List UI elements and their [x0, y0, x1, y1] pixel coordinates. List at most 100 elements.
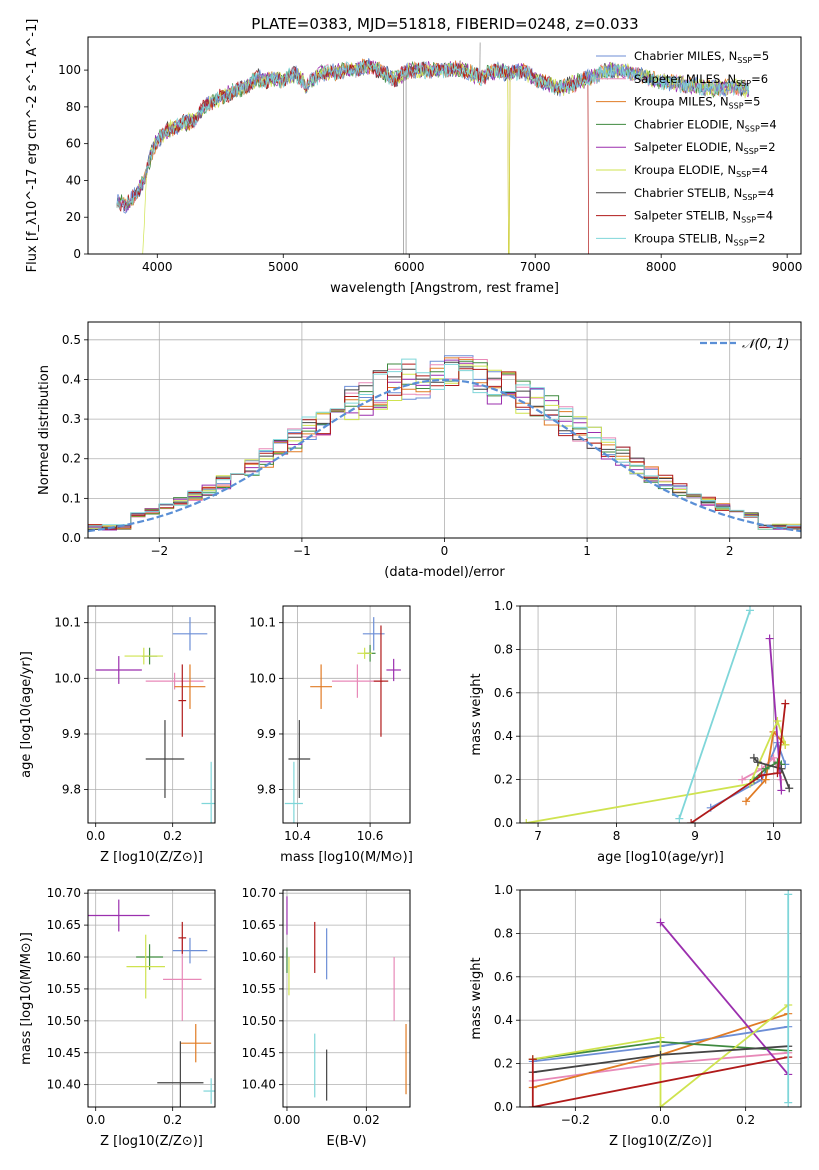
y-tick-label: 10.70 — [47, 886, 81, 900]
y-axis-label: mass weight — [469, 673, 484, 755]
panel-2: −2 −1 0 1 2 0.0 0.1 0.2 0.3 0.4 0.5 (data-model)/er… — [37, 321, 802, 580]
x-axis-label: Z [log10(Z/Z⊙)] — [100, 850, 203, 865]
y-tick-label: 0.0 — [62, 531, 81, 545]
y-tick-label: 0.5 — [62, 333, 81, 347]
legend-entry: Chabrier MILES, NSSP=5 — [634, 49, 769, 65]
panel-3: 0.0 0.2 9.8 9.9 10.0 10.1 Z [log10(Z/Z⊙)] age [… — [19, 605, 216, 865]
y-tick-label: 10.1 — [249, 616, 276, 630]
axes-frame — [282, 605, 411, 824]
errorbar-salpeter-stelib — [178, 664, 187, 737]
data-marker — [522, 819, 531, 823]
x-tick-label: 0 — [441, 544, 449, 558]
errorbar-kroupa-elodie — [124, 647, 164, 665]
data-marker — [687, 819, 696, 823]
plot-area — [95, 617, 215, 823]
x-axis-label: Z [log10(Z/Z⊙)] — [100, 1134, 203, 1149]
y-tick-label: 0.0 — [494, 1100, 513, 1114]
legend-entry: Salpeter MILES, NSSP=6 — [634, 72, 768, 88]
plot-area — [286, 896, 407, 1101]
data-marker — [528, 1103, 537, 1107]
data-marker — [656, 918, 665, 927]
y-tick-label: 0.2 — [494, 1057, 513, 1071]
x-tick-label: 10.6 — [357, 829, 384, 843]
x-tick-label: 0.2 — [163, 1113, 182, 1127]
y-tick-label: 10.45 — [242, 1046, 276, 1060]
normal-curve — [88, 378, 801, 533]
x-tick-label: 0.2 — [736, 1113, 755, 1127]
x-tick-label: 1 — [583, 544, 591, 558]
legend-entry: Salpeter ELODIE, NSSP=2 — [634, 140, 776, 156]
y-tick-label: 10.0 — [249, 671, 276, 685]
legend: Chabrier MILES, NSSP=5 Salpeter MILES, NS… — [596, 49, 777, 247]
y-tick-label: 10.60 — [47, 950, 81, 964]
errorbar-kroupa-stelib — [284, 761, 303, 823]
y-axis-label: mass weight — [469, 957, 484, 1039]
data-marker — [781, 740, 790, 749]
errorbar-chabrier-elodie — [136, 944, 164, 970]
plot-area — [116, 42, 750, 254]
x-tick-label: 6000 — [394, 260, 425, 274]
legend-entry: Chabrier ELODIE, NSSP=4 — [634, 117, 777, 133]
data-marker — [528, 1055, 537, 1064]
data-marker — [777, 786, 786, 795]
x-axis-label: age [log10(age/yr)] — [597, 850, 724, 865]
axes-frame — [87, 605, 216, 824]
x-tick-label: 10.4 — [284, 829, 311, 843]
panel-1: 4000 5000 6000 7000 8000 9000 0 20 40 60 80 100 wave… — [25, 19, 802, 296]
data-marker — [656, 1050, 665, 1059]
x-axis-label: (data-model)/error — [384, 565, 505, 580]
errorbar-chabrier-miles — [172, 937, 208, 964]
axes-frame — [87, 321, 802, 539]
plot-area — [522, 606, 794, 823]
y-tick-label: 10.1 — [54, 616, 81, 630]
y-tick-label: 10.50 — [242, 1014, 276, 1028]
x-axis-label: wavelength [Angstrom, rest frame] — [330, 281, 559, 296]
y-tick-label: 0.8 — [494, 926, 513, 940]
data-marker — [785, 784, 794, 793]
weight-series-kroupa-elodie — [522, 717, 790, 823]
legend-entry: Salpeter STELIB, NSSP=4 — [634, 209, 773, 225]
x-tick-label: 10 — [766, 829, 781, 843]
errorbar-salpeter-elodie — [95, 656, 142, 684]
x-tick-label: 0.0 — [86, 1113, 105, 1127]
errorbar-chabrier-stelib — [157, 1041, 204, 1107]
histogram-kroupa-stelib — [88, 358, 801, 530]
data-marker — [784, 1098, 793, 1107]
y-tick-label: 0 — [73, 247, 81, 261]
y-tick-label: 0.4 — [494, 1013, 513, 1027]
spectrum-line-salpeter-stelib — [116, 59, 589, 254]
y-tick-label: 10.40 — [47, 1078, 81, 1092]
y-axis-label: age [log10(age/yr)] — [19, 651, 34, 778]
spectrum-line-kroupa-elodie — [117, 61, 750, 254]
y-tick-label: 9.8 — [62, 783, 81, 797]
weight-series-salpeter-elodie — [765, 634, 786, 795]
y-tick-label: 80 — [66, 100, 81, 114]
x-tick-label: −1 — [293, 544, 311, 558]
data-marker — [749, 753, 758, 762]
errorbar-salpeter-stelib — [178, 921, 187, 954]
errorbar-kroupa-miles — [174, 664, 206, 709]
y-tick-label: 10.55 — [47, 982, 81, 996]
y-tick-label: 9.9 — [62, 727, 81, 741]
y-tick-label: 20 — [66, 210, 81, 224]
y-tick-label: 0.4 — [62, 372, 81, 386]
y-tick-label: 9.8 — [257, 783, 276, 797]
errorbar-kroupa-elodie — [357, 647, 372, 659]
x-tick-label: 0.02 — [353, 1113, 380, 1127]
y-tick-label: 10.65 — [242, 918, 276, 932]
errorbar-kroupa-miles — [310, 664, 332, 709]
data-marker — [784, 890, 793, 899]
errorbar-chabrier-stelib — [288, 720, 311, 798]
x-tick-label: −0.2 — [561, 1113, 590, 1127]
y-tick-label: 10.45 — [47, 1046, 81, 1060]
x-tick-label: 0.00 — [274, 1113, 301, 1127]
legend-entry: Kroupa STELIB, NSSP=2 — [634, 231, 765, 247]
x-tick-label: 9 — [691, 829, 699, 843]
data-marker — [656, 1033, 665, 1042]
panel-5: 7 8 9 10 0.0 0.2 0.4 0.6 0.8 1.0 age [log10(age/yr… — [469, 599, 802, 865]
data-marker — [742, 797, 751, 806]
y-tick-label: 0.8 — [494, 642, 513, 656]
data-marker — [773, 717, 782, 726]
weight-series-kroupa-stelib — [675, 606, 754, 823]
